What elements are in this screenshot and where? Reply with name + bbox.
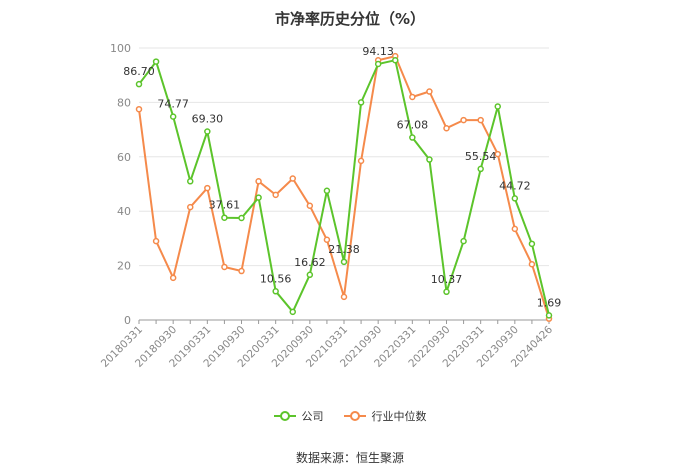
y-tick-label: 100 <box>110 42 131 55</box>
data-label: 10.56 <box>260 272 292 285</box>
data-point-0 <box>460 237 467 245</box>
data-label: 16.62 <box>294 256 326 269</box>
data-point-0 <box>340 258 348 266</box>
data-point-0 <box>426 156 433 163</box>
legend-item-company[interactable]: 公司 <box>273 408 324 424</box>
y-tick-label: 0 <box>124 314 131 327</box>
data-point-1 <box>135 105 143 113</box>
data-point-0 <box>152 58 160 65</box>
data-points <box>135 52 553 322</box>
data-point-0 <box>494 103 501 110</box>
data-point-0 <box>357 99 365 106</box>
data-label: 67.08 <box>397 119 429 132</box>
data-point-0 <box>169 113 177 120</box>
data-point-1 <box>152 237 160 245</box>
data-label: 94.13 <box>362 45 394 58</box>
data-label: 55.54 <box>465 150 497 163</box>
data-label: 37.61 <box>209 199 241 212</box>
chart-title: 市净率历史分位（%） <box>274 10 426 28</box>
y-tick-label: 60 <box>117 151 131 164</box>
data-point-0 <box>477 165 484 173</box>
y-tick-label: 20 <box>117 260 131 273</box>
data-point-1 <box>426 88 433 95</box>
data-point-1 <box>460 116 467 124</box>
data-point-0 <box>187 178 194 185</box>
data-label: 86.70 <box>123 65 155 78</box>
data-point-0 <box>374 60 382 68</box>
data-point-1 <box>494 150 501 158</box>
data-label: 69.30 <box>192 113 224 126</box>
legend-industry-marker-icon <box>343 411 366 421</box>
data-point-1 <box>221 263 228 271</box>
data-point-0 <box>272 288 279 295</box>
data-label: 44.72 <box>499 179 531 192</box>
data-point-1 <box>409 93 416 101</box>
data-point-0 <box>306 271 314 279</box>
series-line-1 <box>138 55 550 319</box>
data-point-0 <box>511 195 519 202</box>
data-point-0 <box>135 80 143 88</box>
data-point-1 <box>511 225 519 233</box>
axes: 0204060801002018033120180930201903312019… <box>99 42 556 370</box>
data-point-0 <box>409 134 416 141</box>
data-label: 1.69 <box>537 296 562 309</box>
data-point-1 <box>340 293 348 301</box>
data-point-0 <box>221 214 228 221</box>
data-label: 74.77 <box>157 98 189 111</box>
data-point-0 <box>289 308 296 316</box>
data-point-1 <box>443 124 450 132</box>
data-point-0 <box>323 187 331 195</box>
data-source: 数据来源：恒生聚源 <box>295 451 404 465</box>
series-lines <box>138 55 550 319</box>
data-label: 21.38 <box>328 243 360 256</box>
data-point-1 <box>204 184 211 192</box>
data-point-1 <box>306 202 314 210</box>
data-point-1 <box>187 203 194 211</box>
data-point-1 <box>289 175 296 182</box>
y-tick-label: 80 <box>117 96 131 109</box>
data-point-0 <box>528 240 536 248</box>
data-point-0 <box>443 288 450 296</box>
data-point-1 <box>528 260 536 268</box>
legend-industry-label: 行业中位数 <box>371 410 427 423</box>
grid-lines <box>139 47 549 267</box>
data-point-1 <box>255 178 262 185</box>
legend: 公司 行业中位数 <box>0 408 700 424</box>
data-point-0 <box>238 214 245 222</box>
data-point-0 <box>204 128 211 135</box>
data-point-1 <box>169 274 177 282</box>
data-point-0 <box>255 194 262 201</box>
y-tick-label: 40 <box>117 205 131 218</box>
data-point-1 <box>272 191 279 199</box>
data-point-1 <box>323 236 331 244</box>
data-point-1 <box>357 157 365 165</box>
series-line-0 <box>138 59 550 316</box>
data-label: 10.37 <box>431 273 463 286</box>
data-point-1 <box>238 267 245 275</box>
data-point-1 <box>477 116 484 124</box>
data-point-0 <box>545 312 553 319</box>
legend-company-label: 公司 <box>301 410 324 423</box>
legend-company-marker-icon <box>273 411 296 421</box>
legend-item-industry[interactable]: 行业中位数 <box>343 408 427 424</box>
data-point-0 <box>392 56 399 64</box>
